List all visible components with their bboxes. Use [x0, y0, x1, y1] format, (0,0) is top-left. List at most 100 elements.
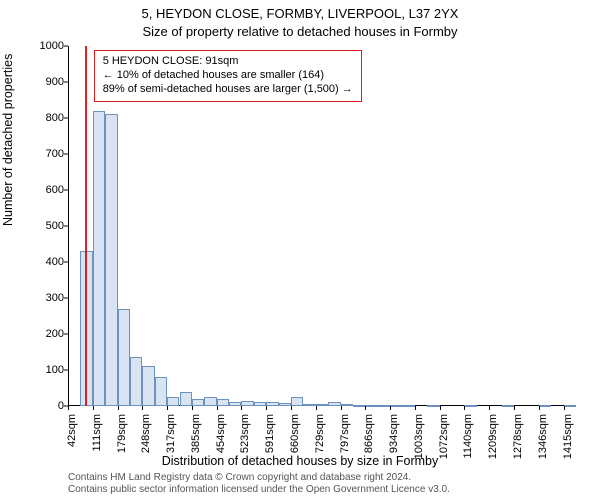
x-tick-mark [415, 406, 416, 410]
histogram-bar [180, 392, 192, 406]
histogram-bar [279, 403, 291, 406]
histogram-bar [105, 114, 117, 406]
x-tick-label: 385sqm [190, 414, 202, 474]
x-tick-label: 591sqm [264, 414, 276, 474]
histogram-bar [142, 366, 154, 406]
footer-attribution: Contains HM Land Registry data © Crown c… [68, 472, 450, 496]
annotation-line2: ← 10% of detached houses are smaller (16… [103, 69, 353, 83]
histogram-bar [266, 402, 278, 406]
histogram-bar [303, 404, 315, 406]
x-tick-mark [118, 406, 119, 410]
x-tick-mark [341, 406, 342, 410]
histogram-bar [167, 397, 179, 406]
x-tick-mark [539, 406, 540, 410]
x-tick-mark [217, 406, 218, 410]
annotation-line1: 5 HEYDON CLOSE: 91sqm [103, 55, 353, 69]
x-tick-label: 523sqm [239, 414, 251, 474]
x-tick-label: 1209sqm [487, 414, 499, 474]
histogram-bar [93, 111, 105, 406]
property-marker-line [85, 46, 87, 406]
x-tick-mark [291, 406, 292, 410]
y-tick-label: 100 [34, 364, 64, 376]
y-tick-mark [64, 190, 68, 191]
y-tick-label: 400 [34, 256, 64, 268]
y-tick-label: 700 [34, 148, 64, 160]
histogram-bar [427, 405, 439, 407]
histogram-bar [130, 357, 142, 406]
histogram-bar [539, 405, 551, 407]
x-tick-mark [93, 406, 94, 410]
x-tick-mark [464, 406, 465, 410]
y-tick-mark [64, 298, 68, 299]
x-tick-mark [564, 406, 565, 410]
y-tick-label: 200 [34, 328, 64, 340]
x-tick-mark [316, 406, 317, 410]
histogram-bar [341, 404, 353, 406]
x-tick-label: 1278sqm [512, 414, 524, 474]
y-tick-mark [64, 370, 68, 371]
histogram-bar [378, 405, 390, 407]
x-tick-label: 1072sqm [438, 414, 450, 474]
x-tick-label: 1140sqm [462, 414, 474, 474]
histogram-bar [291, 397, 303, 406]
histogram-bar [316, 404, 328, 406]
y-tick-mark [64, 334, 68, 335]
y-tick-mark [64, 82, 68, 83]
x-tick-label: 729sqm [314, 414, 326, 474]
y-tick-label: 500 [34, 220, 64, 232]
x-tick-label: 454sqm [215, 414, 227, 474]
y-axis-label: Number of detached properties [1, 54, 15, 226]
annotation-line3: 89% of semi-detached houses are larger (… [103, 83, 353, 97]
x-tick-mark [241, 406, 242, 410]
y-tick-label: 0 [34, 400, 64, 412]
chart-container: { "chart": { "type": "histogram", "title… [0, 0, 600, 500]
x-tick-mark [514, 406, 515, 410]
y-tick-label: 300 [34, 292, 64, 304]
x-tick-label: 1003sqm [413, 414, 425, 474]
y-tick-label: 800 [34, 112, 64, 124]
histogram-bar [204, 397, 216, 406]
x-tick-label: 111sqm [91, 414, 103, 474]
histogram-bar [192, 399, 204, 406]
y-tick-mark [64, 226, 68, 227]
y-tick-mark [64, 118, 68, 119]
x-tick-label: 1415sqm [562, 414, 574, 474]
x-tick-mark [142, 406, 143, 410]
y-tick-mark [64, 262, 68, 263]
x-tick-mark [390, 406, 391, 410]
histogram-bar [229, 402, 241, 406]
histogram-bar [564, 405, 576, 407]
x-tick-label: 866sqm [363, 414, 375, 474]
histogram-bar [403, 405, 415, 407]
x-tick-label: 660sqm [289, 414, 301, 474]
histogram-bar [328, 402, 340, 406]
footer-line2: Contains public sector information licen… [68, 484, 450, 496]
histogram-bar [464, 405, 476, 407]
y-tick-mark [64, 46, 68, 47]
annotation-box: 5 HEYDON CLOSE: 91sqm ← 10% of detached … [94, 50, 362, 102]
x-tick-mark [440, 406, 441, 410]
histogram-bar [254, 402, 266, 406]
chart-subtitle: Size of property relative to detached ho… [0, 24, 600, 39]
x-tick-mark [266, 406, 267, 410]
x-tick-mark [489, 406, 490, 410]
histogram-bar [241, 401, 253, 406]
histogram-bar [353, 405, 365, 407]
x-tick-mark [167, 406, 168, 410]
x-tick-label: 248sqm [140, 414, 152, 474]
y-tick-label: 900 [34, 76, 64, 88]
y-tick-mark [64, 154, 68, 155]
histogram-bar [217, 399, 229, 406]
histogram-bar [390, 405, 402, 407]
x-tick-label: 797sqm [339, 414, 351, 474]
x-tick-label: 1346sqm [537, 414, 549, 474]
histogram-bar [365, 405, 377, 407]
histogram-bar [502, 405, 514, 407]
x-tick-mark [68, 406, 69, 410]
chart-title-line1: 5, HEYDON CLOSE, FORMBY, LIVERPOOL, L37 … [0, 6, 600, 21]
x-tick-mark [365, 406, 366, 410]
x-tick-label: 317sqm [165, 414, 177, 474]
x-tick-mark [192, 406, 193, 410]
y-tick-label: 1000 [34, 40, 64, 52]
histogram-bar [118, 309, 130, 406]
